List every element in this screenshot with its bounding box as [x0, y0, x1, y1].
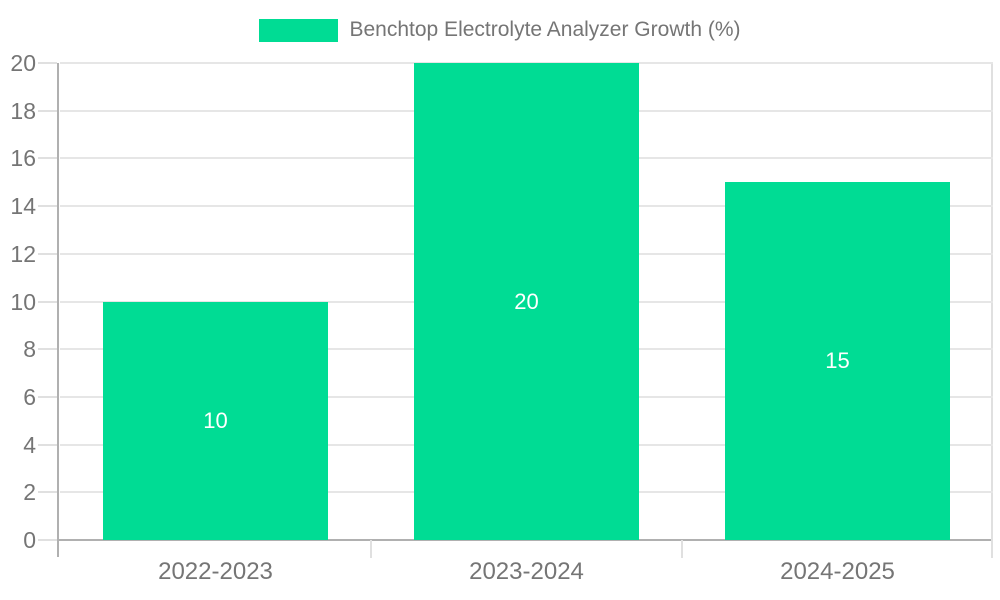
y-tick-mark	[38, 395, 57, 398]
y-tick-mark	[38, 443, 57, 446]
plot-right-border	[991, 63, 993, 558]
bar-value-label: 10	[203, 407, 228, 433]
x-tick-label-2023-2024: 2023-2024	[469, 558, 584, 585]
x-axis-line	[56, 539, 993, 541]
legend-swatch-icon	[259, 18, 339, 42]
x-tick-label-2022-2023: 2022-2023	[158, 558, 273, 585]
y-tick-mark	[38, 157, 57, 160]
legend[interactable]: Benchtop Electrolyte Analyzer Growth (%)	[0, 18, 1000, 42]
y-axis-line	[57, 63, 59, 557]
y-tick-mark	[38, 205, 57, 208]
x-tick-mark	[370, 540, 372, 558]
y-tick-mark	[38, 348, 57, 351]
y-tick-label-0: 0	[23, 527, 36, 553]
y-tick-label-8: 8	[23, 336, 36, 363]
y-tick-mark	[38, 539, 57, 541]
y-tick-label-10: 10	[10, 288, 36, 315]
legend-label: Benchtop Electrolyte Analyzer Growth (%)	[349, 18, 741, 41]
y-tick-label-2: 2	[23, 479, 36, 506]
y-tick-label-12: 12	[10, 240, 36, 267]
y-tick-label-14: 14	[10, 193, 36, 220]
x-tick-mark	[681, 540, 683, 558]
bar-2023-2024[interactable]: 20	[414, 63, 639, 540]
y-tick-label-4: 4	[23, 431, 36, 458]
y-tick-label-18: 18	[10, 97, 36, 124]
y-tick-label-6: 6	[23, 383, 36, 410]
y-tick-mark	[38, 300, 57, 303]
x-tick-label-2024-2025: 2024-2025	[780, 558, 895, 585]
bar-value-label: 20	[514, 288, 539, 314]
y-tick-mark	[38, 252, 57, 255]
y-tick-mark	[38, 109, 57, 112]
plot-area: 10 20 15	[60, 62, 993, 540]
bar-2024-2025[interactable]: 15	[725, 182, 950, 540]
bar-value-label: 15	[825, 348, 850, 374]
y-tick-mark	[38, 491, 57, 494]
bar-2022-2023[interactable]: 10	[103, 301, 328, 540]
y-tick-label-16: 16	[10, 145, 36, 172]
y-tick-label-20: 20	[10, 50, 36, 76]
y-tick-mark	[38, 62, 57, 64]
